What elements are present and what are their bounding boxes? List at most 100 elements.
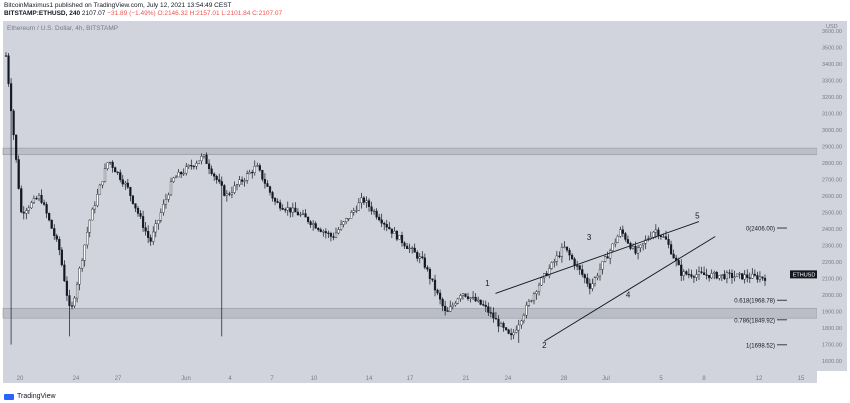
candle-body — [492, 312, 495, 319]
candle-body — [378, 216, 381, 221]
candle-body — [512, 332, 515, 336]
wave-label-3: 3 — [587, 233, 592, 242]
candle-body — [106, 162, 109, 169]
footer-text: TradingView — [17, 393, 56, 400]
y-tick-label: 3300.00 — [822, 78, 842, 84]
candle-body — [758, 276, 762, 280]
candle-body — [616, 236, 619, 243]
candle-body — [319, 229, 322, 232]
candle-body — [207, 163, 211, 170]
candle-body — [603, 256, 607, 262]
candle-body — [451, 304, 454, 308]
candle-body — [705, 274, 708, 276]
plot-area — [3, 21, 817, 371]
candle-body — [527, 300, 531, 306]
candle-body — [466, 296, 470, 299]
candle-body — [662, 236, 665, 238]
y-tick-label: 1800.00 — [822, 326, 842, 332]
x-tick-label: 10 — [311, 376, 318, 382]
candle-body — [78, 267, 81, 285]
candle-body — [398, 235, 401, 240]
candle-body — [746, 274, 749, 278]
candle-body — [101, 181, 104, 186]
y-tick-label: 2100.00 — [822, 277, 842, 283]
candle-body — [370, 206, 373, 212]
candle-body — [131, 195, 135, 204]
y-tick-label: 2800.00 — [822, 161, 842, 167]
candle-body — [332, 236, 335, 238]
candle-body — [197, 160, 201, 164]
candle-body — [48, 213, 51, 221]
candle-body — [218, 179, 221, 182]
candle-body — [15, 134, 18, 160]
candle-body — [154, 223, 157, 233]
wave-label-5: 5 — [695, 211, 700, 220]
x-tick-label: 27 — [115, 376, 122, 382]
candle-body — [598, 269, 602, 277]
y-tick-label: 2500.00 — [822, 211, 842, 217]
candle-body — [98, 184, 102, 195]
candle-body — [88, 219, 91, 233]
candle-body — [111, 161, 114, 168]
candle-body — [654, 229, 657, 233]
candle-body — [715, 272, 718, 279]
candle-body — [380, 219, 383, 224]
resistance-zone — [2, 147, 818, 156]
candle-body — [657, 229, 660, 236]
candle-body — [350, 211, 353, 219]
candle-body — [411, 247, 414, 250]
price-axis[interactable] — [817, 21, 847, 371]
candle-body — [271, 192, 274, 199]
candle-body — [390, 228, 393, 234]
candle-body — [367, 200, 371, 207]
candle-body — [309, 221, 312, 226]
x-tick-label: 17 — [407, 376, 414, 382]
candle-body — [735, 273, 739, 277]
candle-body — [763, 277, 767, 281]
candle-body — [393, 230, 396, 234]
price-change: −31.89 (−1.49%) — [107, 10, 156, 17]
candle-body — [621, 229, 624, 234]
candle-body — [484, 304, 487, 307]
candle-body — [205, 154, 208, 164]
candle-body — [202, 154, 206, 157]
candle-body — [91, 208, 94, 221]
candle-body — [593, 277, 597, 285]
candle-body — [167, 194, 170, 200]
candle-body — [756, 275, 759, 280]
candle-body — [444, 305, 447, 311]
candle-body — [664, 236, 668, 240]
candle-body — [469, 297, 472, 299]
y-tick-label: 2200.00 — [822, 260, 842, 266]
candle-body — [327, 232, 330, 234]
candle-body — [482, 304, 485, 306]
candle-body — [690, 274, 693, 277]
candle-body — [139, 213, 142, 217]
candle-body — [294, 207, 297, 213]
fib-label: 0(2406.00) — [746, 227, 775, 233]
candle-body — [248, 171, 251, 174]
candle-body — [761, 276, 764, 279]
candle-body — [322, 231, 325, 233]
candle-body — [570, 254, 574, 260]
candle-body — [215, 176, 218, 180]
candle-body — [565, 246, 569, 251]
price-chart[interactable]: 123450(2406.00)0.618(1968.78)0.786(1849.… — [0, 19, 850, 387]
candle-body — [576, 265, 579, 267]
symbol-line: BITSTAMP:ETHUSD, 240 2107.07 −31.89 (−1.… — [4, 10, 282, 18]
trendline-2 — [544, 236, 716, 342]
candle-body — [713, 272, 716, 274]
fib-label: 0.618(1968.78) — [734, 299, 775, 305]
candle-body — [669, 244, 673, 255]
candle-body — [81, 260, 84, 269]
candle-body — [50, 219, 53, 229]
footer: TradingView — [4, 393, 56, 400]
candle-body — [116, 171, 119, 173]
candle-body — [680, 264, 683, 276]
candle-body — [253, 166, 256, 173]
candle-body — [644, 239, 647, 244]
candle-body — [471, 296, 475, 299]
candle-body — [281, 208, 284, 210]
candle-body — [700, 271, 703, 273]
candle-body — [532, 293, 536, 301]
